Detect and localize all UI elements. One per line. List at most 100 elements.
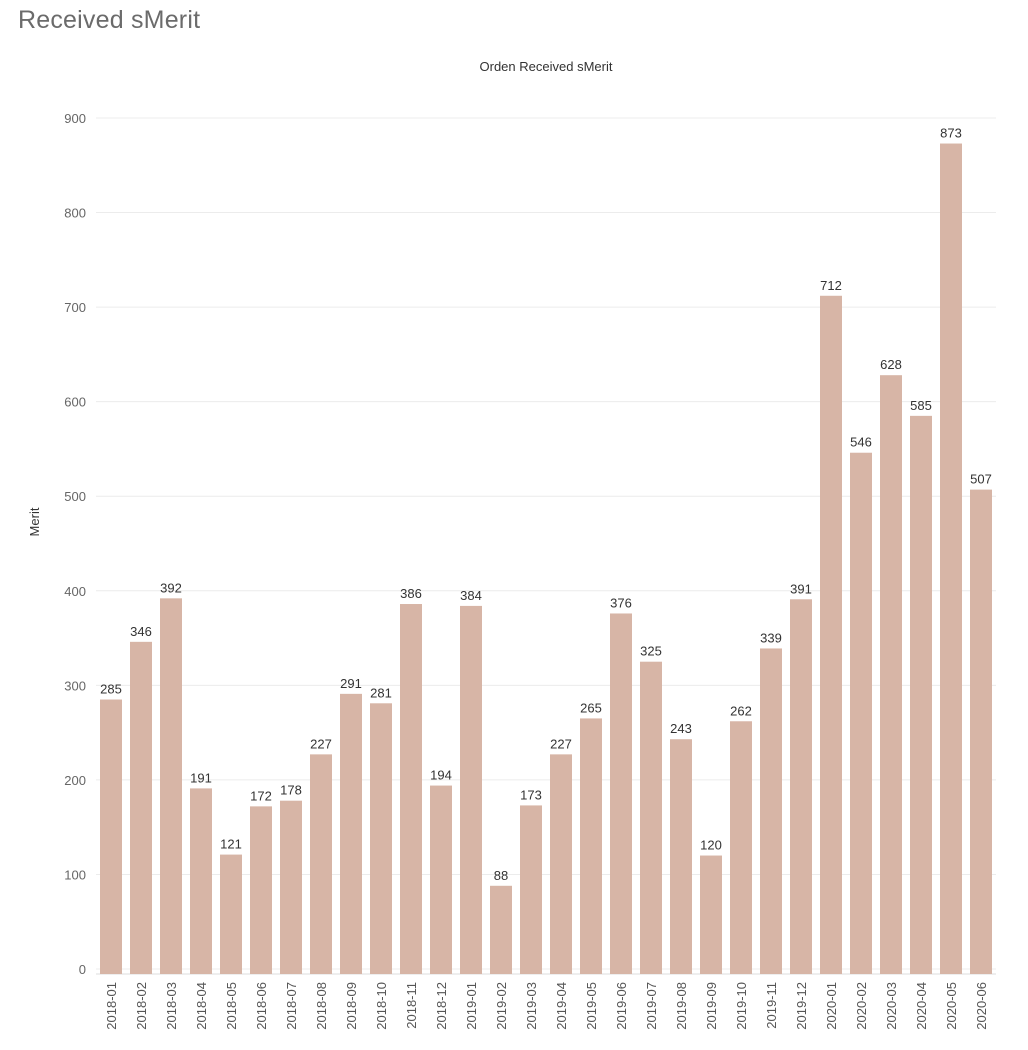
bar [910,415,932,975]
data-labels: 285 346 392 191 121 172 178 227 291 281 386 194 384 8… [100,126,992,883]
data-label: 281 [370,685,392,700]
data-label: 88 [494,868,508,883]
y-tick-label: 900 [64,111,86,126]
data-label: 507 [970,472,992,487]
chart-title: Orden Received sMerit [480,59,613,74]
bar [730,721,752,974]
data-label: 227 [310,736,332,751]
data-label: 384 [460,588,482,603]
y-tick-label: 800 [64,206,86,221]
data-label: 712 [820,278,842,293]
data-label: 325 [640,644,662,659]
data-label: 191 [190,770,212,785]
x-tick-label: 2019-08 [674,982,689,1030]
data-label: 227 [550,736,572,751]
bar [220,854,242,974]
bar [250,806,272,974]
x-tick-label: 2018-07 [284,982,299,1030]
x-tick-label: 2018-01 [104,982,119,1030]
bar [520,805,542,974]
x-tick-label: 2019-07 [644,982,659,1030]
y-tick-label: 400 [64,584,86,599]
bar [370,703,392,974]
data-label: 392 [160,580,182,595]
data-label: 120 [700,838,722,853]
x-tick-label: 2019-06 [614,982,629,1030]
data-label: 291 [340,676,362,691]
bar [670,739,692,974]
x-tick-label: 2018-11 [404,982,419,1029]
y-axis-ticks: 0 100 200 300 400 500 600 700 800 900 [64,111,86,977]
bar [850,452,872,974]
data-label: 386 [400,586,422,601]
bar [790,599,812,974]
bar [940,143,962,974]
bar [430,785,452,974]
gridlines [96,117,996,975]
x-tick-label: 2019-01 [464,982,479,1030]
x-tick-label: 2018-10 [374,982,389,1030]
bar [280,800,302,974]
bar [580,718,602,974]
bars [100,143,992,975]
y-tick-label: 200 [64,773,86,788]
x-tick-label: 2020-05 [944,982,959,1030]
bar [640,661,662,974]
x-tick-label: 2019-11 [764,982,779,1029]
x-tick-label: 2020-03 [884,982,899,1030]
x-tick-label: 2019-09 [704,982,719,1030]
x-tick-label: 2019-02 [494,982,509,1030]
data-label: 172 [250,788,272,803]
bar [490,885,512,974]
bar [820,295,842,975]
y-axis-title: Merit [27,507,42,536]
data-label: 285 [100,682,122,697]
x-axis-ticks: 2018-01 2018-02 2018-03 2018-04 2018-05 2018-… [104,982,989,1030]
bar [340,693,362,974]
bar [460,605,482,974]
x-tick-label: 2018-09 [344,982,359,1030]
data-label: 262 [730,703,752,718]
x-tick-label: 2019-10 [734,982,749,1030]
data-label: 265 [580,700,602,715]
bar [190,788,212,974]
data-label: 339 [760,630,782,645]
y-tick-label: 0 [79,962,86,977]
bar [400,604,422,974]
x-tick-label: 2020-04 [914,982,929,1030]
x-tick-label: 2019-12 [794,982,809,1030]
data-label: 121 [220,837,242,852]
data-label: 585 [910,398,932,413]
y-tick-label: 100 [64,867,86,882]
y-tick-label: 500 [64,489,86,504]
x-tick-label: 2019-04 [554,982,569,1030]
data-label: 178 [280,783,302,798]
bar [130,641,152,974]
y-tick-label: 700 [64,300,86,315]
bar [970,489,992,974]
bar [160,598,182,974]
x-tick-label: 2018-05 [224,982,239,1030]
data-label: 376 [610,595,632,610]
bar [760,648,782,974]
data-label: 628 [880,357,902,372]
data-label: 346 [130,624,152,639]
bar [610,613,632,974]
bar [100,699,122,974]
data-label: 391 [790,581,812,596]
x-tick-label: 2018-04 [194,982,209,1030]
x-tick-label: 2018-08 [314,982,329,1030]
data-label: 194 [430,768,452,783]
data-label: 243 [670,721,692,736]
page-title: Received sMerit [18,6,201,34]
y-tick-label: 300 [64,678,86,693]
x-tick-label: 2018-02 [134,982,149,1030]
bar [550,754,572,974]
x-tick-label: 2020-06 [974,982,989,1030]
x-tick-label: 2018-06 [254,982,269,1030]
data-label: 173 [520,787,542,802]
y-tick-label: 600 [64,395,86,410]
bar [310,754,332,974]
x-tick-label: 2019-05 [584,982,599,1030]
